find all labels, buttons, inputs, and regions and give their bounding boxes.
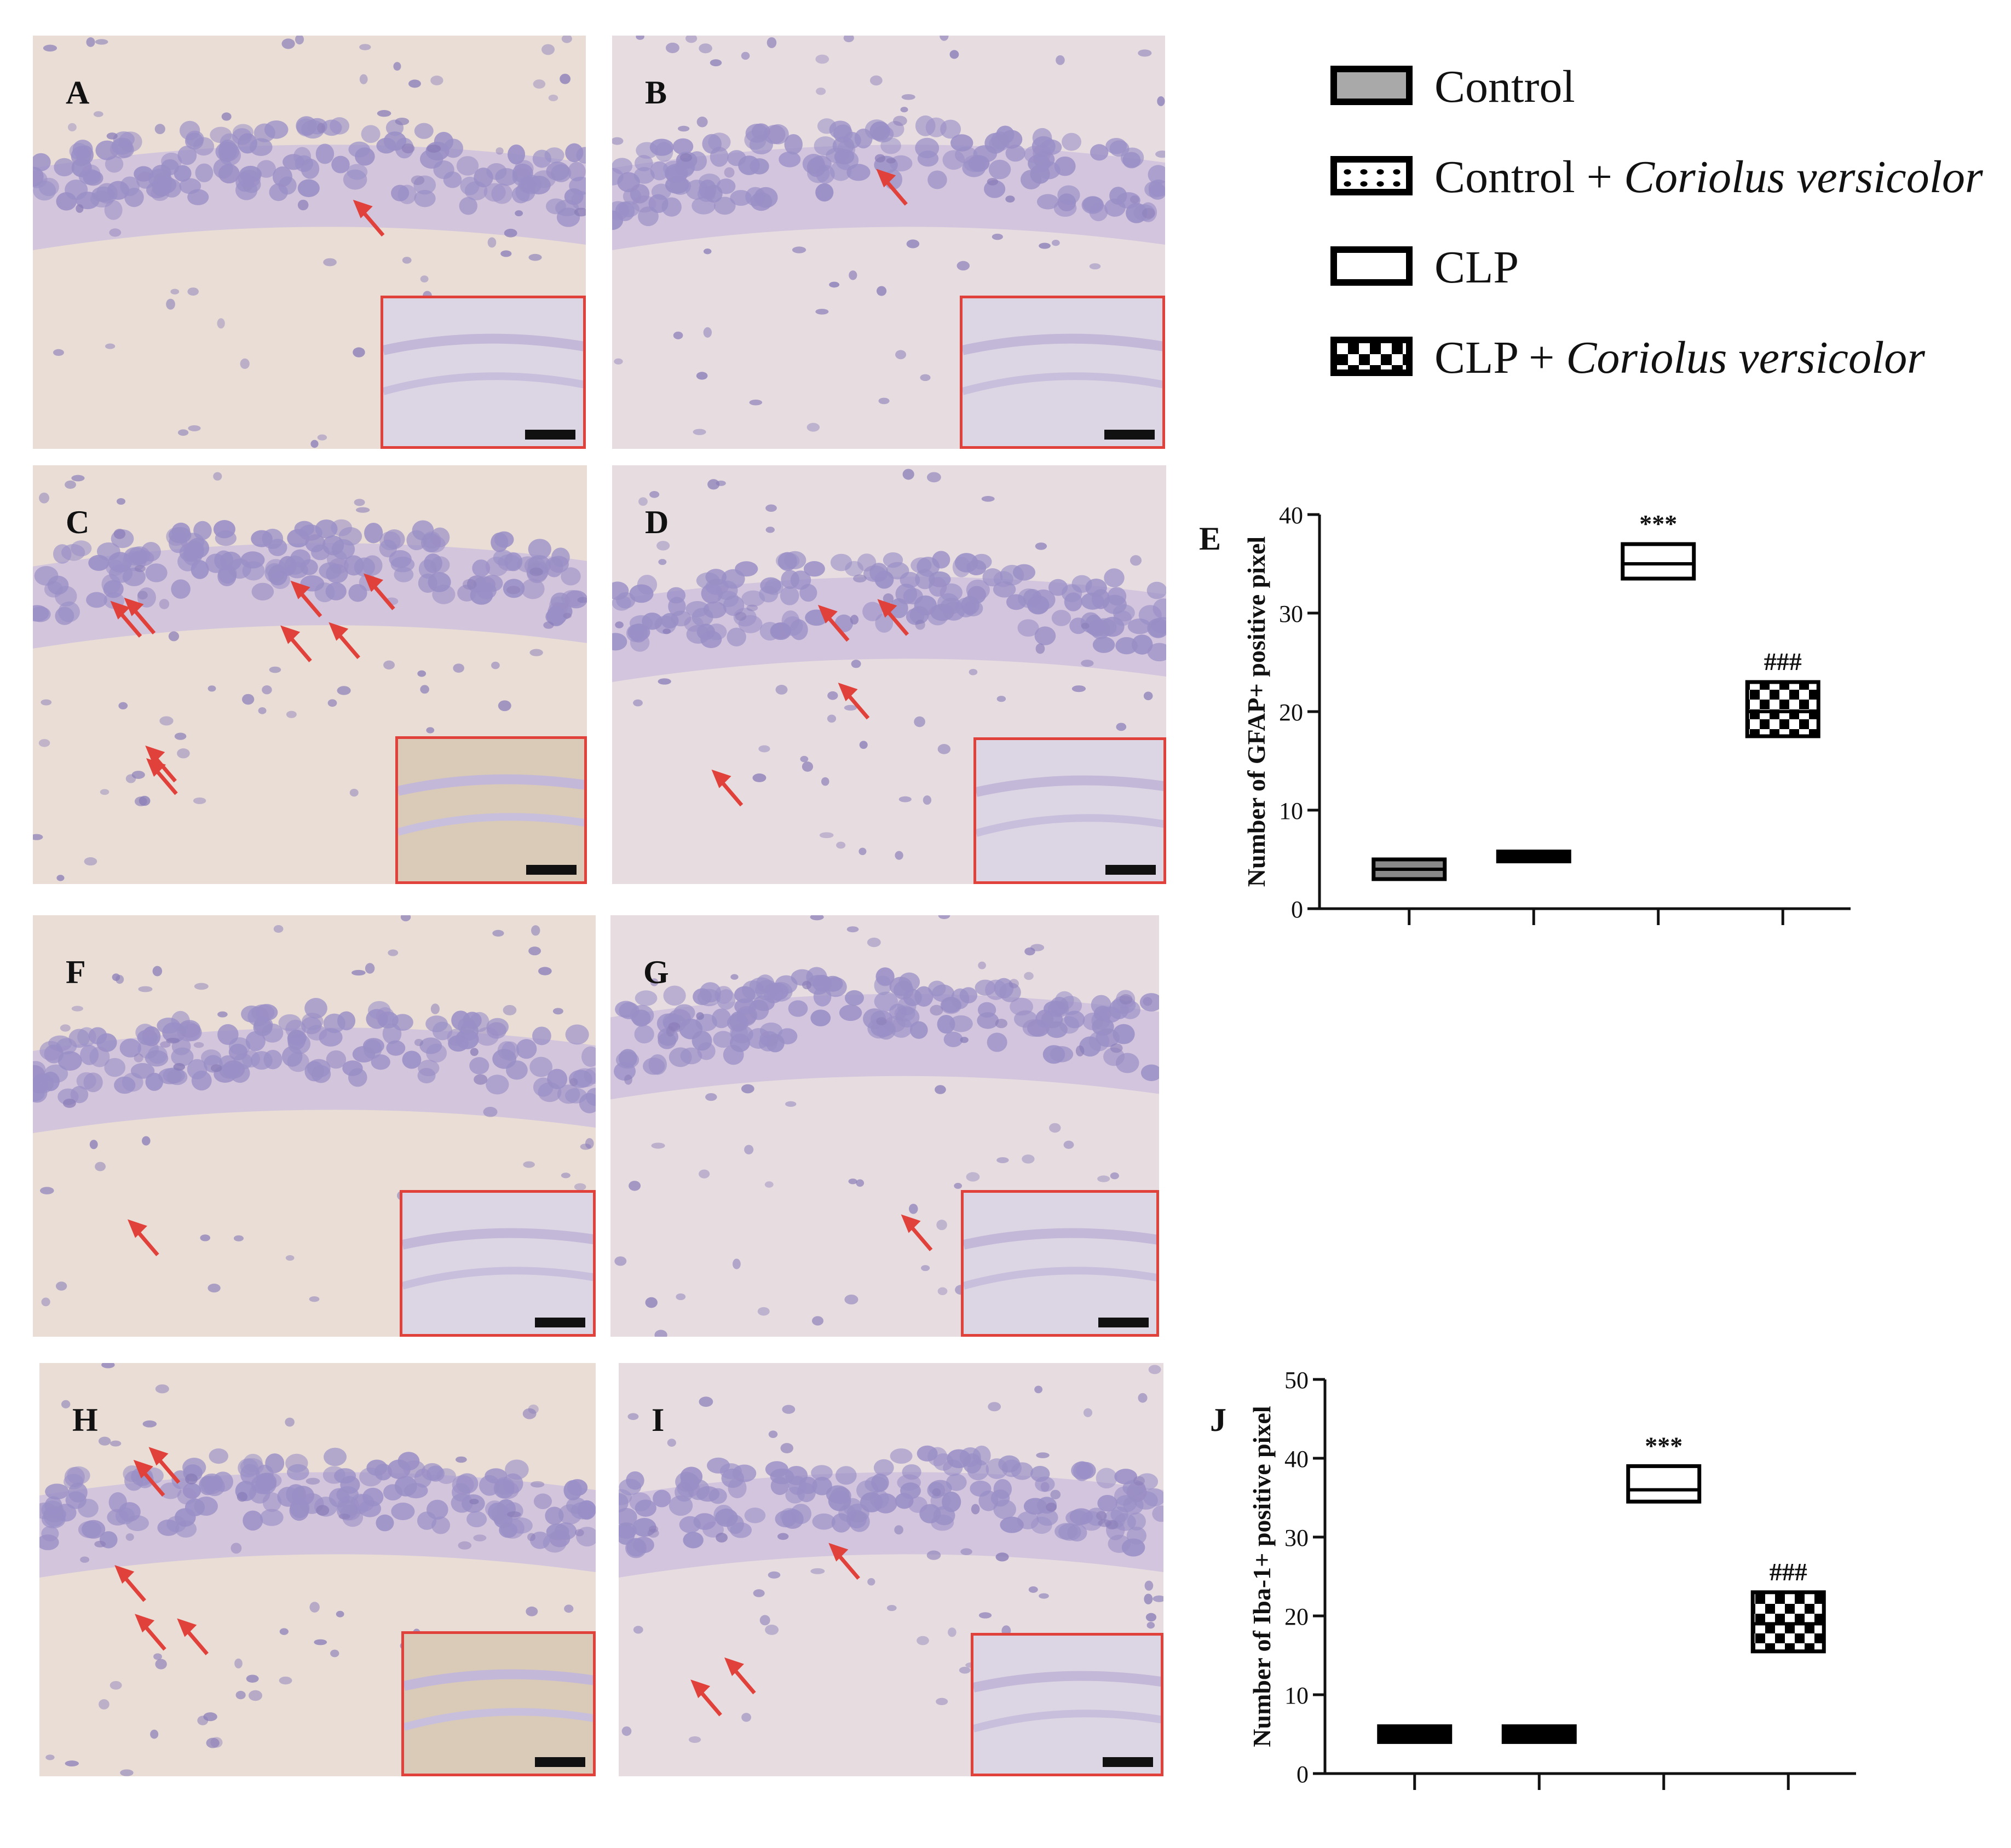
tissue-image [39,1363,596,1776]
scale-bar [1105,865,1156,875]
inset-image [971,1633,1163,1776]
micrograph-panel-f: F [33,915,596,1337]
legend-swatch [1330,156,1413,195]
scale-bar [1098,1318,1149,1327]
legend-item-clp-cv: CLP + Coriolus versicolor [1325,331,2009,421]
scale-bar [525,430,575,440]
panel-label-b: B [645,74,667,111]
tissue-image [33,465,587,884]
y-tick-label: 50 [1284,1367,1309,1394]
inset-image [395,736,587,884]
red-arrow-icon [124,597,156,635]
panel-label-e: E [1199,521,1221,557]
inset-image [973,737,1166,884]
legend-swatch [1330,66,1413,105]
red-arrow-icon [901,1214,933,1251]
y-tick-label: 20 [1284,1603,1309,1630]
legend-swatch [1330,246,1413,286]
legend-item-control-cv: Control + Coriolus versicolor [1325,151,2009,241]
red-arrow-icon [135,1614,166,1651]
panel-label-c: C [66,504,90,540]
red-arrow-icon [817,604,850,642]
y-axis-label: Number of GFAP+ positive pixel [1242,536,1270,887]
red-arrow-icon [828,1543,860,1580]
y-tick-label: 30 [1279,600,1303,627]
micrograph-panel-g: G [610,915,1159,1337]
red-arrow-icon [329,622,360,659]
micrograph-panel-d: D [612,465,1166,884]
legend-item-control: Control [1325,60,2009,151]
legend: Control Control + Coriolus versicolor CL… [1325,60,2009,421]
box-2 [1626,1464,1702,1504]
red-arrow-icon [690,1679,722,1717]
inset-image [401,1631,596,1776]
red-arrow-icon [877,599,909,636]
panel-label-f: F [66,954,86,990]
significance-label: *** [1639,510,1677,538]
scale-bar [535,1318,585,1327]
box-plot-iba1: 0 10 20 30 40 50 Number of Iba-1+ positive pix… [1248,1367,1856,1790]
micrograph-panel-h: H [39,1363,596,1776]
significance-label: *** [1645,1431,1682,1459]
legend-label: CLP [1434,242,1519,293]
box-plot-gfap: 0 10 20 30 40 Number of GFAP+ positive pixel *… [1242,502,1851,925]
legend-swatch [1330,337,1413,376]
significance-label: ### [1764,648,1802,675]
micrograph-panel-b: B [612,36,1165,449]
y-tick-label: 0 [1291,896,1303,923]
y-tick-label: 40 [1284,1446,1309,1472]
y-tick-label: 40 [1279,502,1303,529]
legend-label: CLP + Coriolus versicolor [1434,332,1925,383]
red-arrow-icon [114,1565,146,1602]
inset-image [960,296,1165,449]
box-3 [1750,1590,1826,1654]
y-tick-label: 30 [1284,1524,1309,1551]
tissue-image [33,36,586,449]
panel-label-h: H [72,1402,98,1438]
inset-image [400,1190,596,1337]
panel-label-j: J [1210,1402,1226,1438]
legend-label: Control + Coriolus versicolor [1434,152,1983,203]
micrograph-panel-a: A [33,36,586,449]
y-tick-label: 10 [1284,1682,1309,1709]
red-arrow-icon [127,1219,159,1256]
scale-bar [535,1757,585,1767]
red-arrow-icon [353,199,385,237]
micrograph-panel-c: C [33,465,587,884]
panel-label-a: A [66,74,90,111]
y-axis-label: Number of Iba-1+ positive pixel [1248,1406,1276,1747]
chart-e: 0 10 20 30 40 Number of GFAP+ positive pixel *… [1237,493,1867,977]
red-arrow-icon [146,758,178,795]
box-2 [1621,542,1696,581]
red-arrow-icon [290,580,322,618]
scale-bar [526,865,577,875]
tissue-image [619,1363,1163,1776]
red-arrow-icon [177,1618,209,1655]
scale-bar [1104,430,1155,440]
red-arrow-icon [838,683,870,720]
inset-image [961,1190,1159,1337]
legend-item-clp: CLP [1325,241,2009,331]
chart-j: 0 10 20 30 40 50 Number of Iba-1+ positive pix… [1243,1358,1872,1842]
panel-label-g: G [643,954,669,990]
red-arrow-icon [711,769,744,807]
significance-label: ### [1770,1558,1807,1586]
legend-label: Control [1434,61,1575,112]
red-arrow-icon [110,600,142,638]
y-tick-label: 0 [1297,1761,1309,1788]
red-arrow-icon [876,169,908,206]
panel-label-i: I [652,1402,665,1438]
scale-bar [1103,1757,1153,1767]
y-tick-label: 20 [1279,699,1303,726]
micrograph-panel-i: I [619,1363,1163,1776]
inset-image [381,296,586,449]
red-arrow-icon [148,1447,181,1484]
box-3 [1745,680,1820,738]
red-arrow-icon [724,1657,756,1695]
red-arrow-icon [364,573,395,610]
y-tick-label: 10 [1279,798,1303,824]
panel-label-d: D [645,504,669,540]
red-arrow-icon [133,1459,165,1497]
red-arrow-icon [280,625,312,662]
